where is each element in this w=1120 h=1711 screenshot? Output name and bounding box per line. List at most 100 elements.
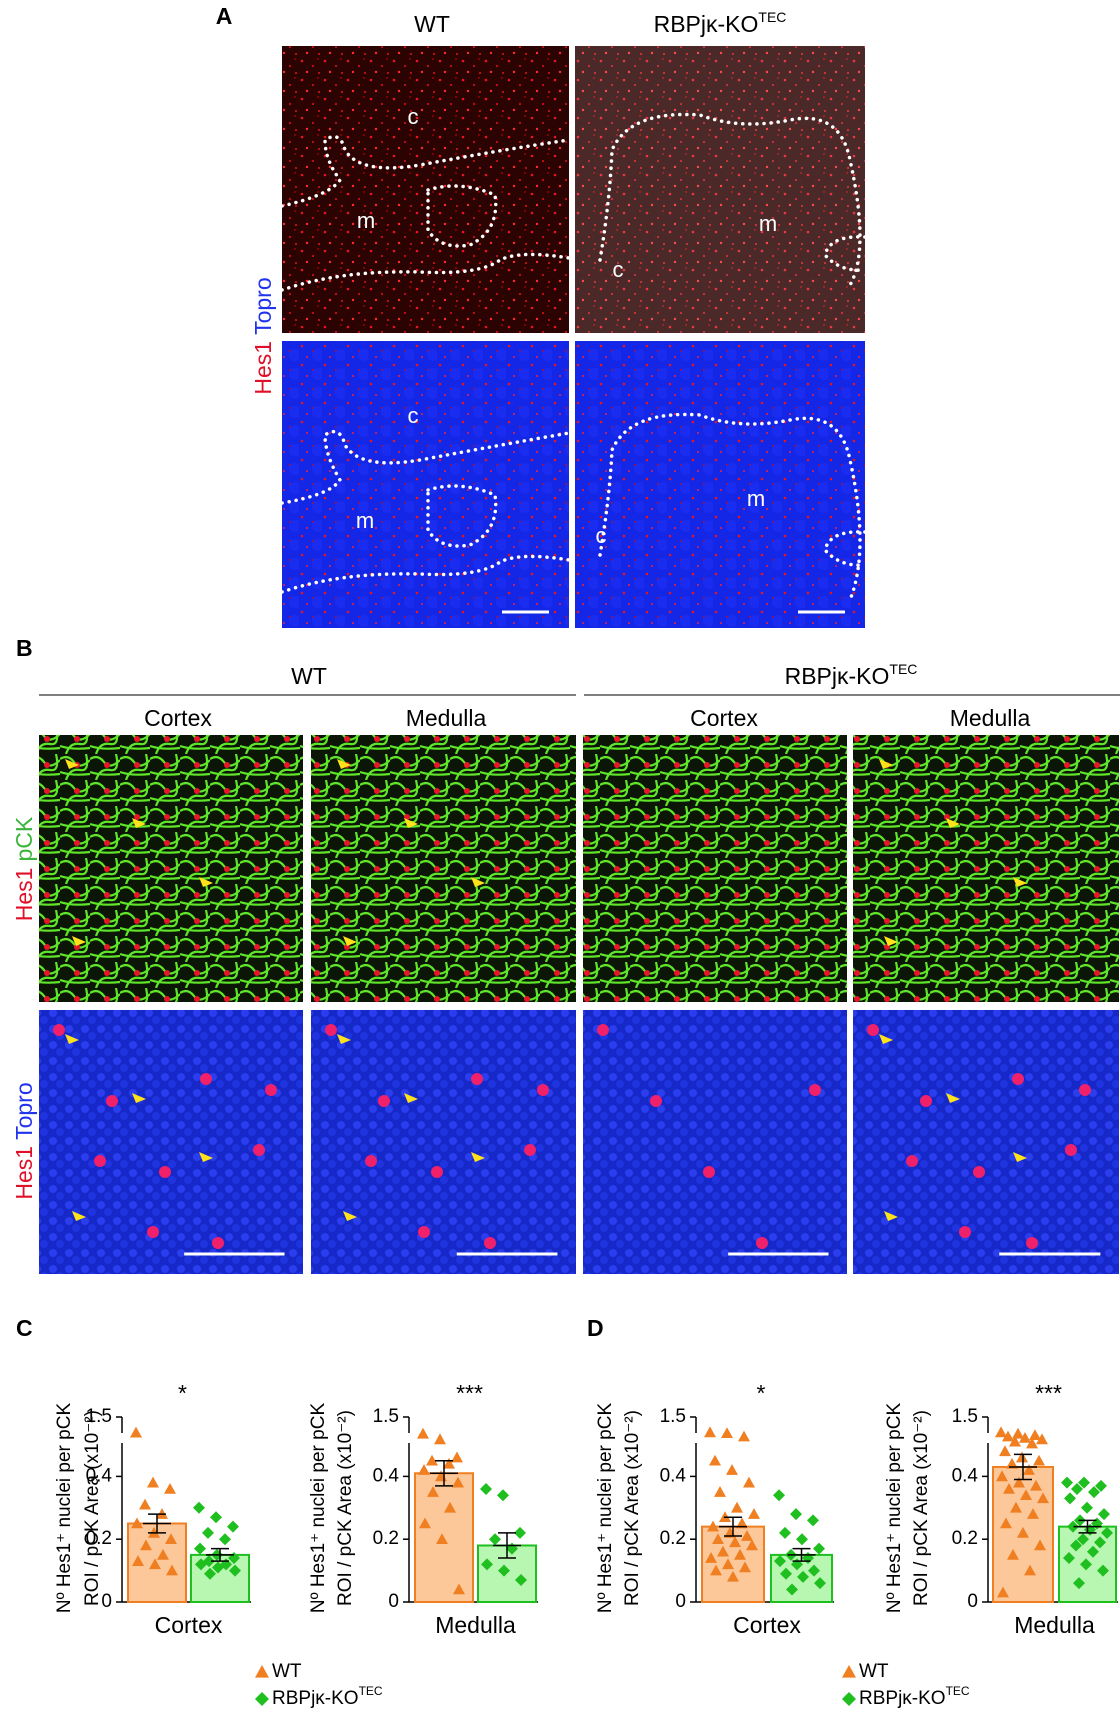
legend-sup: TEC bbox=[359, 1684, 383, 1698]
panel-label: A bbox=[216, 3, 233, 29]
micrograph bbox=[39, 735, 303, 1002]
arrowhead bbox=[199, 877, 213, 887]
nucleus bbox=[1012, 1073, 1024, 1085]
data-point bbox=[1094, 1536, 1106, 1549]
data-point bbox=[1020, 1489, 1032, 1501]
nucleus bbox=[906, 1155, 918, 1167]
stain: Hes1 bbox=[11, 1146, 37, 1200]
data-point bbox=[481, 1558, 493, 1571]
header-text: RBPjκ-KO bbox=[654, 11, 759, 37]
arrowhead bbox=[1013, 877, 1027, 887]
nucleus bbox=[537, 1084, 549, 1096]
column-header: Medulla bbox=[406, 705, 487, 731]
panel-label: C bbox=[16, 1315, 33, 1341]
stain-label: Hes1 pCK bbox=[11, 816, 37, 921]
data-point bbox=[721, 1427, 733, 1439]
micrograph bbox=[311, 1010, 576, 1274]
data-point bbox=[157, 1548, 169, 1560]
column-header: WT bbox=[414, 11, 450, 37]
data-point bbox=[426, 1454, 438, 1466]
legend-marker bbox=[255, 1692, 269, 1706]
y-tick-label: 0.2 bbox=[373, 1528, 399, 1549]
legend-text: WT bbox=[272, 1661, 302, 1682]
data-point bbox=[813, 1542, 825, 1555]
micrograph-grid bbox=[39, 735, 1119, 1274]
arrowhead bbox=[343, 1211, 357, 1221]
region-label: m bbox=[357, 208, 375, 233]
data-point bbox=[1095, 1479, 1107, 1492]
nucleus bbox=[1065, 1144, 1077, 1156]
stain-label: Hes1 Topro bbox=[11, 1082, 37, 1199]
data-point bbox=[790, 1508, 802, 1521]
data-point bbox=[418, 1464, 430, 1475]
legend-label: WT bbox=[859, 1661, 889, 1682]
data-point bbox=[229, 1564, 241, 1577]
legend-label: RBPjκ-KOTEC bbox=[272, 1684, 383, 1709]
data-point bbox=[453, 1583, 465, 1595]
nucleus bbox=[867, 1024, 879, 1036]
y-axis-label: ROI / pCK Area (x10⁻²) bbox=[335, 1410, 356, 1606]
data-point bbox=[780, 1567, 792, 1580]
y-tick-label: 1.5 bbox=[660, 1406, 686, 1427]
y-tick-label: 0.4 bbox=[373, 1465, 400, 1486]
bar bbox=[701, 1525, 765, 1604]
data-point bbox=[996, 1470, 1008, 1482]
micrograph bbox=[282, 46, 569, 333]
data-point bbox=[995, 1426, 1007, 1438]
data-point bbox=[796, 1533, 808, 1546]
micrograph bbox=[583, 1010, 847, 1274]
data-point bbox=[714, 1486, 726, 1497]
y-tick-label: 0 bbox=[675, 1591, 686, 1612]
data-point bbox=[139, 1498, 151, 1510]
data-point bbox=[997, 1586, 1009, 1598]
data-point bbox=[814, 1577, 826, 1590]
micrograph bbox=[575, 341, 865, 628]
nucleus bbox=[106, 1095, 118, 1107]
data-point bbox=[1033, 1454, 1045, 1466]
y-axis-label: ROI / pCK Area (x10⁻²) bbox=[82, 1410, 103, 1606]
arrowhead bbox=[65, 1034, 79, 1044]
legend-sup: TEC bbox=[946, 1684, 970, 1698]
group-header: WT bbox=[291, 663, 327, 689]
data-point bbox=[779, 1526, 791, 1539]
legend-text: RBPjκ-KO bbox=[272, 1688, 359, 1709]
data-point bbox=[1088, 1486, 1100, 1499]
micrograph bbox=[853, 735, 1119, 1002]
data-point bbox=[1029, 1429, 1041, 1440]
stain: Hes1 bbox=[250, 341, 276, 395]
data-point bbox=[194, 1542, 206, 1555]
arrowhead bbox=[404, 818, 418, 828]
data-point bbox=[727, 1570, 739, 1582]
data-point bbox=[1009, 1435, 1021, 1447]
data-point bbox=[1078, 1476, 1090, 1489]
significance: * bbox=[178, 1380, 187, 1406]
arrowhead bbox=[471, 1152, 485, 1162]
region-labels: c m m c c m m c bbox=[356, 104, 777, 548]
data-point bbox=[417, 1427, 429, 1439]
nucleus bbox=[597, 1024, 609, 1036]
column-header: Cortex bbox=[690, 705, 758, 731]
y-tick-label: 0.4 bbox=[86, 1465, 113, 1486]
region-label: c bbox=[613, 257, 624, 282]
data-point bbox=[717, 1545, 729, 1557]
nucleus bbox=[265, 1084, 277, 1096]
micrograph bbox=[311, 735, 576, 1002]
arrowhead bbox=[132, 1093, 146, 1103]
y-axis-label: Nº Hes1⁺ nuclei per pCK bbox=[54, 1403, 75, 1614]
micrograph bbox=[575, 46, 865, 333]
data-point bbox=[797, 1570, 809, 1583]
stain: Hes1 bbox=[11, 868, 37, 922]
stain: Topro bbox=[11, 1082, 37, 1140]
legend-text: WT bbox=[859, 1661, 889, 1682]
nucleus bbox=[756, 1237, 768, 1249]
bar-chart: 0 0.2 0.4 1.5 *** Medulla Nº Hes1⁺ nuclei per … bbox=[884, 1380, 1118, 1638]
column-header: Cortex bbox=[144, 705, 212, 731]
arrowhead bbox=[72, 936, 86, 946]
data-point bbox=[1012, 1427, 1024, 1439]
data-point bbox=[743, 1476, 755, 1488]
data-point bbox=[1073, 1577, 1085, 1590]
header-sup: TEC bbox=[758, 9, 786, 25]
data-point bbox=[1002, 1430, 1014, 1442]
nucleus bbox=[418, 1226, 430, 1238]
